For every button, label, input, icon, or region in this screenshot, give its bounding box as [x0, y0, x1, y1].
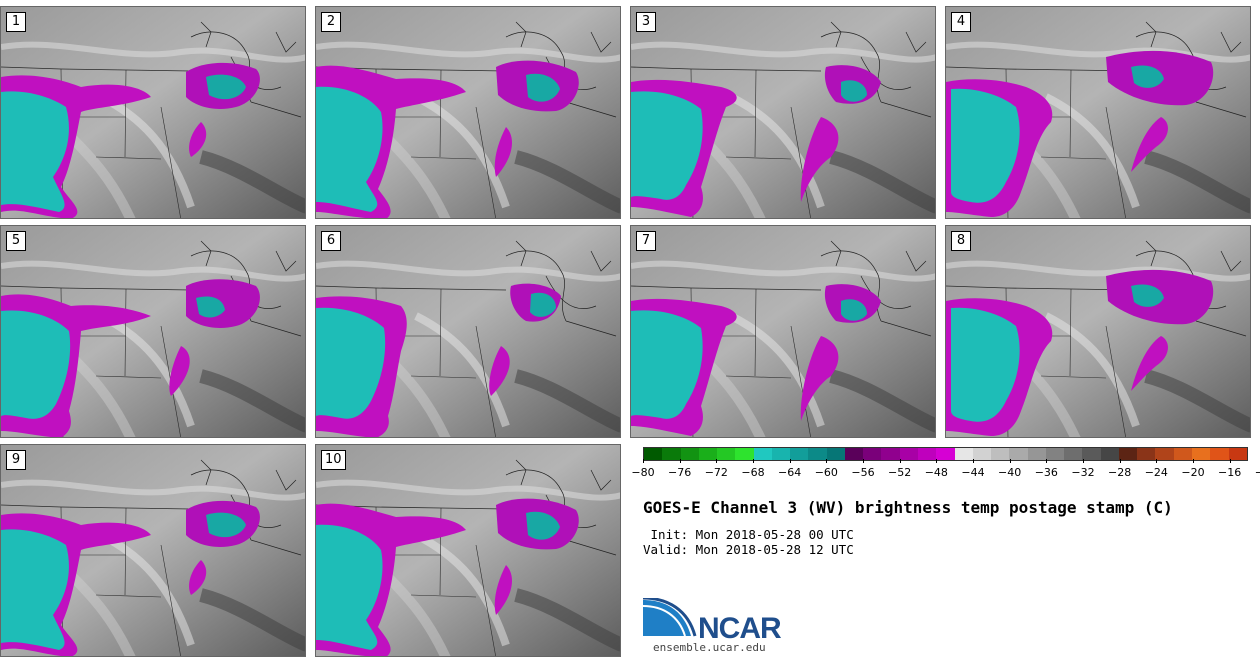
satellite-map	[1, 226, 306, 437]
colorbar-tick-label: −16	[1210, 459, 1250, 479]
member-panel-7: 7	[630, 225, 936, 438]
panel-number: 6	[321, 231, 341, 251]
colorbar-swatch	[1027, 448, 1046, 460]
colorbar-swatch	[917, 448, 937, 460]
satellite-map	[946, 226, 1251, 438]
ncar-logo-icon	[643, 598, 697, 637]
colorbar-swatch	[790, 448, 809, 460]
colorbar-tick-label: −52	[880, 459, 920, 479]
colorbar-swatch	[972, 448, 992, 460]
panel-number: 5	[6, 231, 26, 251]
colorbar-swatch	[881, 448, 900, 460]
panel-number: 4	[951, 12, 971, 32]
colorbar-tick-label: −72	[696, 459, 736, 479]
colorbar-tick-label: −40	[990, 459, 1030, 479]
colorbar-swatch	[844, 448, 864, 460]
satellite-map	[316, 226, 621, 437]
colorbar-tick-label: −44	[953, 459, 993, 479]
member-panel-1: 1	[0, 6, 306, 219]
colorbar-swatch	[1064, 448, 1083, 460]
colorbar-swatch	[1210, 448, 1229, 460]
colorbar-swatch	[1100, 448, 1119, 460]
colorbar-swatch	[863, 448, 882, 460]
member-panel-3: 3	[630, 6, 936, 219]
ncar-url: ensemble.ucar.edu	[653, 641, 766, 654]
colorbar-swatch	[826, 448, 845, 460]
colorbar-swatch	[954, 448, 973, 460]
member-panel-10: 10	[315, 444, 621, 657]
colorbar-swatch	[1009, 448, 1028, 460]
colorbar-tick-label: −32	[1063, 459, 1103, 479]
colorbar-swatch	[1045, 448, 1065, 460]
colorbar-tick-label: −68	[733, 459, 773, 479]
colorbar-tick-label: −48	[916, 459, 956, 479]
member-panel-8: 8	[945, 225, 1251, 438]
member-panel-9: 9	[0, 444, 306, 657]
valid-time: Valid: Mon 2018-05-28 12 UTC	[643, 542, 854, 557]
colorbar-swatch	[644, 448, 663, 460]
colorbar-swatch	[991, 448, 1010, 460]
colorbar-tick-label: −20	[1173, 459, 1213, 479]
colorbar-swatch	[698, 448, 718, 460]
panel-number: 3	[636, 12, 656, 32]
member-panel-6: 6	[315, 225, 621, 438]
figure-title: GOES-E Channel 3 (WV) brightness temp po…	[643, 498, 1173, 517]
colorbar-swatch	[753, 448, 772, 460]
colorbar-tick-label: −56	[843, 459, 883, 479]
ncar-logo-text: NCAR	[698, 612, 782, 645]
panel-number: 10	[321, 450, 346, 470]
satellite-map	[1, 7, 306, 218]
colorbar-swatch	[717, 448, 736, 460]
colorbar-swatch	[1228, 448, 1247, 460]
colorbar-swatch	[662, 448, 681, 460]
colorbar-swatch	[1082, 448, 1101, 460]
satellite-map	[316, 445, 621, 656]
satellite-map	[1, 445, 306, 656]
colorbar-swatch	[1137, 448, 1156, 460]
colorbar-tick-label: −80	[623, 459, 663, 479]
panel-number: 9	[6, 450, 26, 470]
colorbar-tick-label: −36	[1026, 459, 1066, 479]
colorbar-ticks: −80 −76 −72 −68 −64 −60 −56 −52 −48 −44 −40 −36 −32−…	[631, 459, 1260, 481]
panel-number: 1	[6, 12, 26, 32]
colorbar-swatch	[1173, 448, 1192, 460]
colorbar	[643, 447, 1248, 461]
colorbar-tick-label: −12	[1246, 461, 1260, 479]
colorbar-tick-label: −76	[660, 459, 700, 479]
colorbar-swatch	[1155, 448, 1174, 460]
panel-number: 8	[951, 231, 971, 251]
member-panel-4: 4	[945, 6, 1251, 219]
member-panel-5: 5	[0, 225, 306, 438]
colorbar-swatch	[899, 448, 918, 460]
colorbar-tick-label: −24	[1136, 459, 1176, 479]
panel-number: 2	[321, 12, 341, 32]
satellite-map	[946, 7, 1251, 219]
colorbar-tick-label: −28	[1100, 459, 1140, 479]
satellite-map	[316, 7, 621, 218]
colorbar-swatch	[680, 448, 699, 460]
colorbar-swatch	[1191, 448, 1211, 460]
satellite-map	[631, 7, 936, 219]
colorbar-tick-label: −60	[806, 459, 846, 479]
init-time: Init: Mon 2018-05-28 00 UTC	[643, 527, 854, 542]
colorbar-swatch	[936, 448, 955, 460]
colorbar-tick-label: −64	[770, 459, 810, 479]
member-panel-2: 2	[315, 6, 621, 219]
colorbar-swatch	[1118, 448, 1138, 460]
colorbar-swatch	[771, 448, 791, 460]
colorbar-swatch	[808, 448, 827, 460]
colorbar-swatch	[735, 448, 754, 460]
satellite-map	[631, 226, 936, 438]
panel-number: 7	[636, 231, 656, 251]
